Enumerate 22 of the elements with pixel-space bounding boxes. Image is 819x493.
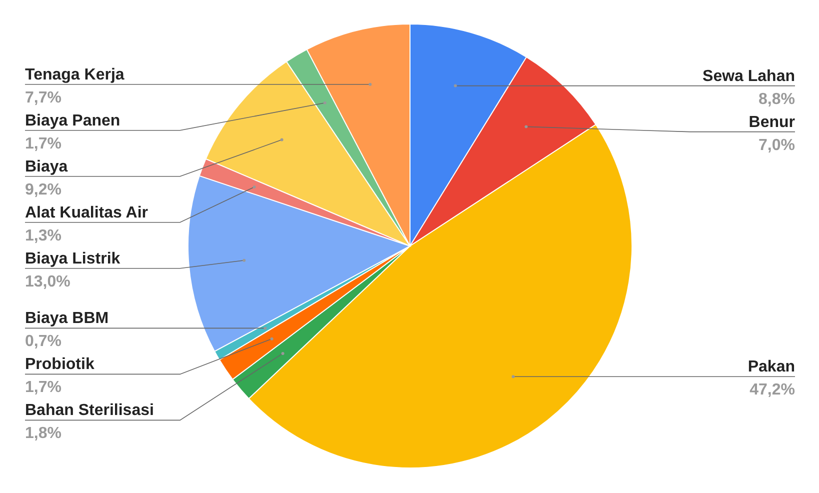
slice-label: Sewa Lahan [702,68,795,85]
slice-label: Biaya Panen [25,112,120,130]
slice-label: Biaya Listrik [25,250,120,268]
slice-label: Probiotik [25,356,94,374]
data-label: 7,7% [25,89,62,106]
data-label: 1,7% [25,379,62,396]
slice-label: Pakan [748,358,795,376]
data-label: 9,2% [25,181,62,198]
data-label: 0,7% [25,333,62,350]
data-label: 8,8% [758,90,795,108]
slice-label: Alat Kualitas Air [25,204,148,222]
data-label: 1,3% [25,227,62,244]
data-label: 1,8% [25,425,62,442]
slice-label: Tenaga Kerja [25,66,124,84]
data-label: 7,0% [758,136,795,154]
slice-label: Biaya [25,158,68,176]
slice-label: Benur [748,114,795,131]
slice-label: Biaya BBM [25,310,109,328]
data-label: 47,2% [750,382,795,399]
slice-label: Bahan Sterilisasi [25,402,154,420]
data-label: 1,7% [25,135,62,152]
data-label: 13,0% [25,273,70,290]
